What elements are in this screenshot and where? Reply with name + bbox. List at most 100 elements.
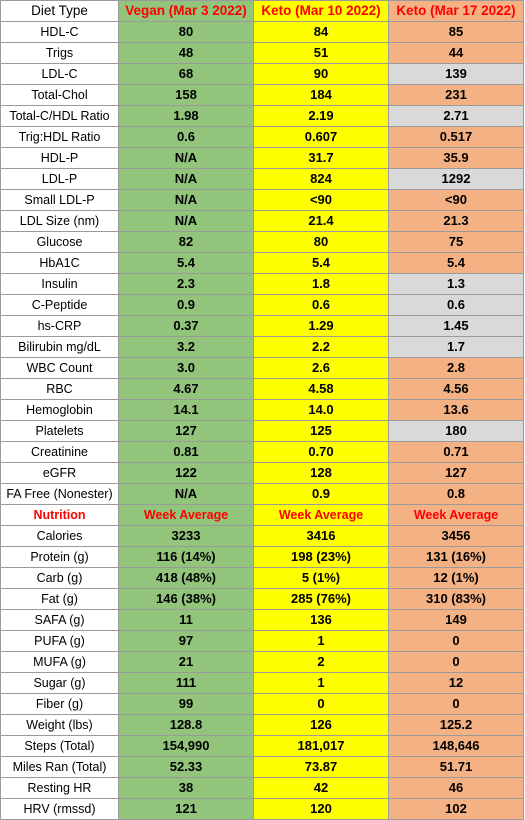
keto-mar17-value[interactable]: 3456 — [388, 525, 524, 547]
keto-mar17-value[interactable]: 310 (83%) — [388, 588, 524, 610]
keto-mar10-value[interactable]: 1 — [253, 672, 389, 694]
vegan-value[interactable]: 38 — [118, 777, 254, 799]
row-label[interactable]: FA Free (Nonester) — [0, 483, 119, 505]
keto-mar17-value[interactable]: 1.45 — [388, 315, 524, 337]
row-label[interactable]: HDL-P — [0, 147, 119, 169]
keto-mar10-column-header[interactable]: Keto (Mar 10 2022) — [253, 0, 389, 22]
row-label[interactable]: Glucose — [0, 231, 119, 253]
keto-mar17-value[interactable]: 75 — [388, 231, 524, 253]
row-label[interactable]: Carb (g) — [0, 567, 119, 589]
vegan-value[interactable]: 121 — [118, 798, 254, 820]
row-label[interactable]: Fiber (g) — [0, 693, 119, 715]
row-label[interactable]: Protein (g) — [0, 546, 119, 568]
keto-mar17-value[interactable]: 2.71 — [388, 105, 524, 127]
vegan-value[interactable]: N/A — [118, 483, 254, 505]
vegan-value[interactable]: N/A — [118, 189, 254, 211]
keto-mar17-value[interactable]: 125.2 — [388, 714, 524, 736]
keto-mar17-value[interactable]: 5.4 — [388, 252, 524, 274]
keto-mar17-value[interactable]: 1.7 — [388, 336, 524, 358]
keto-mar10-value[interactable]: 14.0 — [253, 399, 389, 421]
keto-mar17-column-header[interactable]: Keto (Mar 17 2022) — [388, 0, 524, 22]
vegan-value[interactable]: 3233 — [118, 525, 254, 547]
keto-mar17-value[interactable]: 44 — [388, 42, 524, 64]
keto-mar17-value[interactable]: 35.9 — [388, 147, 524, 169]
row-label[interactable]: HbA1C — [0, 252, 119, 274]
keto-mar17-value[interactable]: 1292 — [388, 168, 524, 190]
keto-mar17-value[interactable]: 1.3 — [388, 273, 524, 295]
vegan-value[interactable]: 3.0 — [118, 357, 254, 379]
vegan-column-header[interactable]: Vegan (Mar 3 2022) — [118, 0, 254, 22]
keto-mar10-value[interactable]: 0.607 — [253, 126, 389, 148]
keto-mar17-value[interactable]: 13.6 — [388, 399, 524, 421]
keto-mar17-value[interactable]: 149 — [388, 609, 524, 631]
vegan-value[interactable]: 5.4 — [118, 252, 254, 274]
row-label[interactable]: Steps (Total) — [0, 735, 119, 757]
vegan-value[interactable]: 80 — [118, 21, 254, 43]
vegan-value[interactable]: 99 — [118, 693, 254, 715]
keto-mar17-value[interactable]: 12 — [388, 672, 524, 694]
row-label[interactable]: Small LDL-P — [0, 189, 119, 211]
keto-mar10-value[interactable]: 31.7 — [253, 147, 389, 169]
keto-mar17-value[interactable]: 139 — [388, 63, 524, 85]
vegan-value[interactable]: 128.8 — [118, 714, 254, 736]
row-label[interactable]: Bilirubin mg/dL — [0, 336, 119, 358]
keto-mar17-value[interactable]: 2.8 — [388, 357, 524, 379]
row-label[interactable]: Resting HR — [0, 777, 119, 799]
vegan-value[interactable]: 146 (38%) — [118, 588, 254, 610]
diet-type-label[interactable]: Diet Type — [0, 0, 119, 22]
row-label[interactable]: Total-Chol — [0, 84, 119, 106]
keto-mar10-value[interactable]: 84 — [253, 21, 389, 43]
keto-mar17-value[interactable]: 0.6 — [388, 294, 524, 316]
keto-mar17-value[interactable]: 12 (1%) — [388, 567, 524, 589]
keto-mar10-value[interactable]: 125 — [253, 420, 389, 442]
keto-mar10-value[interactable]: 136 — [253, 609, 389, 631]
keto-mar10-week-average-header[interactable]: Week Average — [253, 504, 389, 526]
keto-mar10-value[interactable]: 51 — [253, 42, 389, 64]
keto-mar17-week-average-header[interactable]: Week Average — [388, 504, 524, 526]
row-label[interactable]: Trigs — [0, 42, 119, 64]
nutrition-label[interactable]: Nutrition — [0, 504, 119, 526]
row-label[interactable]: Trig:HDL Ratio — [0, 126, 119, 148]
keto-mar17-value[interactable]: 0 — [388, 630, 524, 652]
keto-mar17-value[interactable]: 0.517 — [388, 126, 524, 148]
vegan-value[interactable]: 3.2 — [118, 336, 254, 358]
keto-mar10-value[interactable]: 285 (76%) — [253, 588, 389, 610]
row-label[interactable]: PUFA (g) — [0, 630, 119, 652]
keto-mar17-value[interactable]: 46 — [388, 777, 524, 799]
vegan-value[interactable]: 11 — [118, 609, 254, 631]
vegan-value[interactable]: 21 — [118, 651, 254, 673]
vegan-value[interactable]: N/A — [118, 147, 254, 169]
row-label[interactable]: Sugar (g) — [0, 672, 119, 694]
keto-mar17-value[interactable]: 127 — [388, 462, 524, 484]
vegan-value[interactable]: 48 — [118, 42, 254, 64]
keto-mar10-value[interactable]: 42 — [253, 777, 389, 799]
vegan-value[interactable]: N/A — [118, 210, 254, 232]
vegan-value[interactable]: 418 (48%) — [118, 567, 254, 589]
keto-mar17-value[interactable]: 0.71 — [388, 441, 524, 463]
vegan-value[interactable]: 158 — [118, 84, 254, 106]
keto-mar10-value[interactable]: 2.2 — [253, 336, 389, 358]
keto-mar17-value[interactable]: 85 — [388, 21, 524, 43]
vegan-value[interactable]: 0.9 — [118, 294, 254, 316]
keto-mar17-value[interactable]: 0 — [388, 651, 524, 673]
row-label[interactable]: LDL Size (nm) — [0, 210, 119, 232]
keto-mar10-value[interactable]: 198 (23%) — [253, 546, 389, 568]
keto-mar17-value[interactable]: 102 — [388, 798, 524, 820]
keto-mar17-value[interactable]: 51.71 — [388, 756, 524, 778]
row-label[interactable]: SAFA (g) — [0, 609, 119, 631]
keto-mar10-value[interactable]: 2.6 — [253, 357, 389, 379]
keto-mar10-value[interactable]: 5 (1%) — [253, 567, 389, 589]
row-label[interactable]: eGFR — [0, 462, 119, 484]
keto-mar10-value[interactable]: 5.4 — [253, 252, 389, 274]
keto-mar10-value[interactable]: 1 — [253, 630, 389, 652]
keto-mar17-value[interactable]: 131 (16%) — [388, 546, 524, 568]
keto-mar10-value[interactable]: 4.58 — [253, 378, 389, 400]
vegan-value[interactable]: 111 — [118, 672, 254, 694]
vegan-week-average-header[interactable]: Week Average — [118, 504, 254, 526]
row-label[interactable]: LDL-C — [0, 63, 119, 85]
keto-mar10-value[interactable]: 73.87 — [253, 756, 389, 778]
row-label[interactable]: C-Peptide — [0, 294, 119, 316]
vegan-value[interactable]: 14.1 — [118, 399, 254, 421]
keto-mar10-value[interactable]: 0 — [253, 693, 389, 715]
keto-mar10-value[interactable]: 1.8 — [253, 273, 389, 295]
